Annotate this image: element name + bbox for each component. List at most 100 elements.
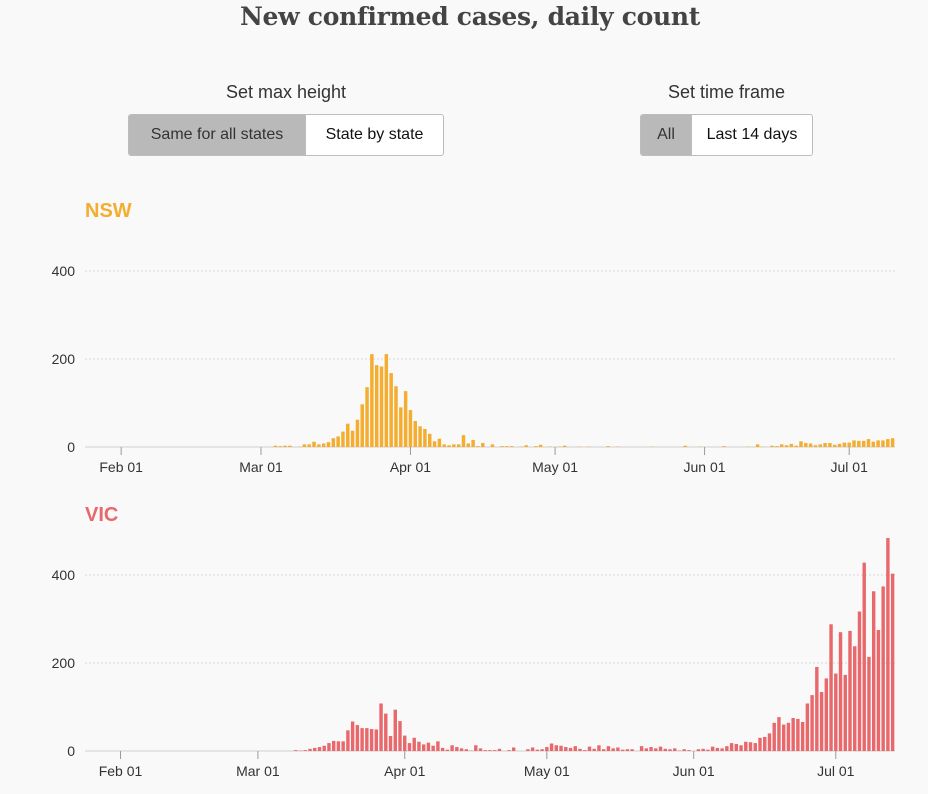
nsw-bar [784, 445, 789, 447]
nsw-bar [336, 436, 340, 447]
nsw-bar [326, 442, 331, 447]
vic-bar [483, 750, 487, 751]
vic-bar [417, 741, 421, 751]
vic-bar [696, 749, 701, 751]
vic-bar [350, 721, 355, 751]
vic-bar [810, 695, 814, 751]
vic-bar [497, 748, 502, 751]
vic-bar [862, 562, 866, 751]
nsw-x-tick-label: Apr 01 [390, 459, 431, 475]
vic-bar [815, 666, 819, 751]
vic-bar [729, 743, 734, 751]
vic-bar [507, 750, 511, 751]
vic-bar [436, 741, 440, 751]
vic-bar [649, 747, 653, 751]
vic-bar [673, 748, 677, 751]
vic-bar [478, 748, 483, 751]
nsw-bar [288, 445, 292, 447]
nsw-bar [722, 446, 726, 447]
nsw-bar [606, 446, 610, 447]
nsw-bar [408, 410, 413, 447]
vic-bar [654, 748, 658, 751]
nsw-bar [509, 446, 514, 447]
nsw-x-tick-label: May 01 [532, 459, 578, 475]
nsw-bar [837, 443, 842, 447]
vic-bar [843, 674, 847, 751]
vic-bar [346, 730, 350, 751]
nsw-bar [794, 445, 798, 447]
nsw-bar [456, 444, 461, 447]
nsw-bar [442, 444, 446, 447]
vic-bar [583, 750, 587, 751]
vic-bar [781, 724, 786, 751]
last-14-days-button[interactable]: Last 14 days [691, 115, 812, 155]
vic-bar [587, 746, 592, 751]
vic-bar [800, 721, 805, 751]
vic-bar [559, 745, 563, 751]
nsw-y-tick-label: 200 [52, 351, 76, 367]
vic-bar [644, 748, 649, 751]
nsw-bar [283, 445, 287, 447]
vic-bar [455, 747, 459, 751]
vic-x-tick-label: Apr 01 [384, 763, 425, 779]
vic-bar [620, 749, 625, 751]
nsw-bar [804, 443, 808, 447]
nsw-bar [427, 433, 432, 447]
vic-bar [421, 744, 426, 751]
nsw-bar [476, 446, 480, 447]
nsw-bar [447, 445, 451, 447]
nsw-bar [861, 440, 866, 447]
nsw-chart: 0 200 400 Feb 01 Mar 01 Apr 01 May 01 Jun 01 Jul… [52, 263, 895, 475]
vic-bar [772, 722, 776, 751]
vic-bar [848, 630, 852, 751]
all-button[interactable]: All [641, 115, 691, 155]
same-for-all-states-button[interactable]: Same for all states [129, 115, 305, 155]
vic-bar [450, 745, 454, 751]
vic-bar [549, 743, 554, 751]
state-by-state-button[interactable]: State by state [305, 115, 443, 155]
vic-chart: 0 200 400 Feb 01 Mar 01 Apr 01 May 01 Jun 01 Jul… [52, 538, 895, 779]
nsw-y-tick-label: 400 [52, 263, 76, 279]
nsw-y-tick-label: 0 [67, 439, 75, 455]
vic-bar [886, 538, 890, 751]
vic-bar [388, 736, 393, 751]
vic-bar [488, 750, 492, 751]
vic-bar [601, 749, 606, 751]
nsw-bar [481, 443, 485, 447]
nsw-bar [789, 443, 794, 447]
nsw-bar [355, 419, 360, 447]
vic-bar [578, 748, 582, 751]
nsw-bar [770, 445, 774, 447]
vic-bar [834, 673, 838, 751]
vic-bar [322, 745, 326, 751]
vic-bar [336, 741, 341, 751]
nsw-bar [808, 443, 813, 447]
vic-bar [398, 721, 402, 751]
vic-bar [715, 747, 720, 751]
vic-bar [876, 630, 881, 751]
nsw-bar [346, 423, 350, 447]
vic-bar [758, 737, 762, 751]
vic-bar [412, 737, 416, 751]
vic-bar [805, 703, 810, 751]
nsw-bar [534, 446, 538, 447]
vic-bar [606, 746, 611, 751]
nsw-bar [331, 438, 336, 447]
vic-bar [597, 745, 601, 751]
nsw-bar [437, 438, 442, 447]
nsw-bar [365, 387, 369, 447]
nsw-bar [379, 366, 384, 447]
vic-bar [786, 722, 791, 751]
vic-bar [720, 748, 724, 751]
vic-y-tick-label: 200 [52, 655, 76, 671]
nsw-bar [394, 386, 398, 447]
nsw-bar [461, 435, 466, 447]
vic-bar [355, 725, 360, 751]
vic-bar [445, 749, 450, 751]
nsw-bar [538, 444, 543, 447]
nsw-bar [413, 421, 418, 447]
nsw-bar [490, 444, 495, 447]
vic-bar [592, 748, 596, 751]
nsw-bar [350, 430, 355, 447]
chart-title: New confirmed cases, daily count [239, 2, 700, 31]
